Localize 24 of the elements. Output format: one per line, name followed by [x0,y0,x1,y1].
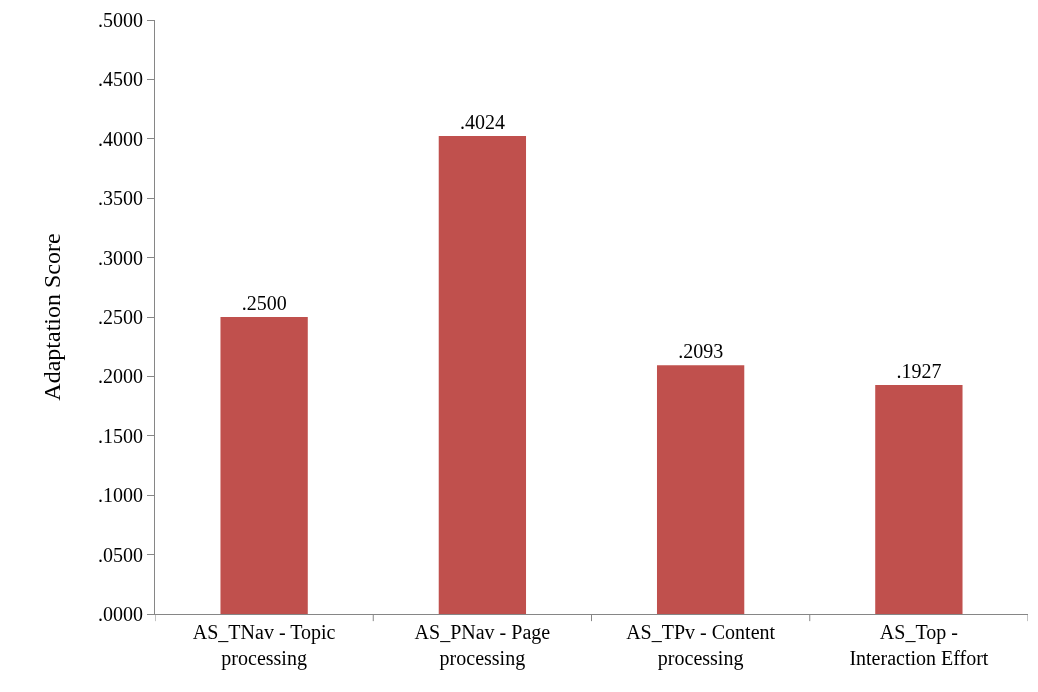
x-tick-label: AS_PNav - Page processing [414,621,551,670]
y-tick-label: .3500 [98,187,143,210]
data-label: .1927 [896,360,942,383]
x-tick-label: AS_TPv - Content processing [626,621,776,670]
y-tick-label: .0000 [98,603,143,625]
y-tick-label: .2500 [98,306,143,328]
x-tick-label: AS_Top - Interaction Effort [849,621,989,669]
bar [438,135,527,614]
data-label: .2500 [241,292,287,314]
bar [875,385,963,614]
y-tick-label: .1500 [98,424,143,447]
bar [220,317,308,614]
y-tick-label: .3000 [98,246,143,269]
data-label: .4024 [459,110,505,133]
y-tick-label: .5000 [98,9,143,31]
y-tick-label: .1000 [98,484,143,507]
y-tick-label: .0500 [98,543,143,566]
y-tick-label: .4500 [98,68,143,91]
y-axis-title: Adaptation Score [39,233,66,401]
x-tick-label: AS_TNav - Topic processing [192,621,336,670]
bar [656,365,745,614]
y-tick-label: .2000 [98,365,143,388]
y-tick-label: .4000 [98,127,143,150]
data-label: .2093 [678,340,724,363]
